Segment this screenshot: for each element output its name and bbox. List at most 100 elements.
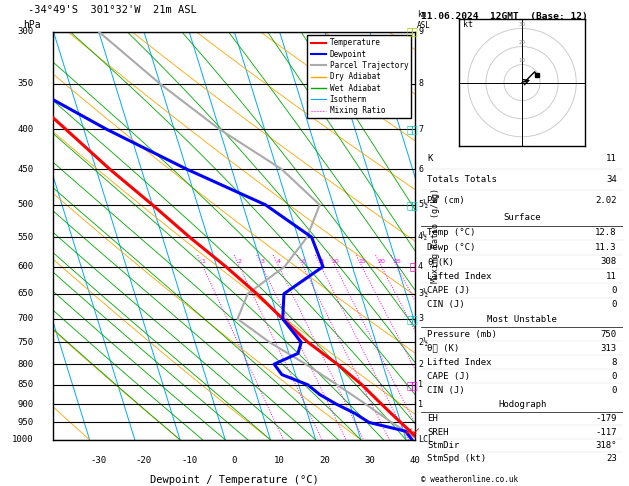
Text: Temp (°C): Temp (°C) bbox=[428, 228, 476, 238]
Text: 900: 900 bbox=[18, 399, 33, 409]
Text: 950: 950 bbox=[18, 418, 33, 427]
Text: 350: 350 bbox=[18, 79, 33, 88]
Text: 4½: 4½ bbox=[418, 233, 428, 242]
Text: 300: 300 bbox=[18, 27, 33, 36]
Text: 2: 2 bbox=[238, 259, 242, 264]
Text: 1000: 1000 bbox=[12, 435, 33, 444]
Text: 550: 550 bbox=[18, 233, 33, 242]
Text: Surface: Surface bbox=[503, 213, 541, 223]
Text: 3: 3 bbox=[418, 314, 423, 323]
Text: θᴇ(K): θᴇ(K) bbox=[428, 257, 454, 266]
Text: Dewp (°C): Dewp (°C) bbox=[428, 243, 476, 252]
Text: 1: 1 bbox=[418, 399, 423, 409]
Text: 5½: 5½ bbox=[418, 200, 428, 209]
Text: 20: 20 bbox=[518, 40, 526, 45]
Text: Pressure (mb): Pressure (mb) bbox=[428, 330, 498, 339]
Text: 6: 6 bbox=[301, 259, 305, 264]
Text: ⪨: ⪨ bbox=[409, 261, 416, 272]
Text: 0: 0 bbox=[611, 286, 616, 295]
Text: 4: 4 bbox=[418, 262, 423, 271]
Text: 1: 1 bbox=[201, 259, 205, 264]
Text: Lifted Index: Lifted Index bbox=[428, 272, 492, 280]
Text: ⪨⪨: ⪨⪨ bbox=[407, 380, 418, 390]
Text: 11: 11 bbox=[606, 272, 616, 280]
Text: 2½: 2½ bbox=[418, 338, 428, 347]
Text: 10: 10 bbox=[274, 456, 285, 465]
Text: 8: 8 bbox=[418, 79, 423, 88]
Text: 500: 500 bbox=[18, 200, 33, 209]
Text: 2.02: 2.02 bbox=[595, 195, 616, 205]
Text: PW (cm): PW (cm) bbox=[428, 195, 465, 205]
Text: 600: 600 bbox=[18, 262, 33, 271]
Text: -34°49'S  301°32'W  21m ASL: -34°49'S 301°32'W 21m ASL bbox=[28, 5, 197, 15]
Text: Mixing Ratio (g/kg): Mixing Ratio (g/kg) bbox=[430, 188, 440, 283]
Text: 30: 30 bbox=[518, 22, 526, 27]
Text: StmSpd (kt): StmSpd (kt) bbox=[428, 454, 487, 463]
Text: Lifted Index: Lifted Index bbox=[428, 358, 492, 367]
Text: EH: EH bbox=[428, 414, 438, 423]
Text: 20: 20 bbox=[320, 456, 330, 465]
Text: CIN (J): CIN (J) bbox=[428, 385, 465, 395]
Text: θᴇ (K): θᴇ (K) bbox=[428, 344, 460, 353]
Text: LCL: LCL bbox=[418, 435, 433, 444]
Text: ⪨⪨: ⪨⪨ bbox=[407, 200, 418, 210]
Text: 10: 10 bbox=[331, 259, 339, 264]
Text: 800: 800 bbox=[18, 360, 33, 369]
Text: 450: 450 bbox=[18, 165, 33, 174]
Text: 318°: 318° bbox=[595, 441, 616, 450]
Text: 308: 308 bbox=[601, 257, 616, 266]
Text: 2: 2 bbox=[418, 360, 423, 369]
Text: Totals Totals: Totals Totals bbox=[428, 175, 498, 184]
Text: -20: -20 bbox=[136, 456, 152, 465]
Text: 7: 7 bbox=[418, 124, 423, 134]
Text: hPa: hPa bbox=[23, 19, 40, 30]
Text: 6: 6 bbox=[418, 165, 423, 174]
Text: 0: 0 bbox=[231, 456, 237, 465]
Text: 11: 11 bbox=[606, 154, 616, 163]
Legend: Temperature, Dewpoint, Parcel Trajectory, Dry Adiabat, Wet Adiabat, Isotherm, Mi: Temperature, Dewpoint, Parcel Trajectory… bbox=[308, 35, 411, 118]
Text: CAPE (J): CAPE (J) bbox=[428, 286, 470, 295]
Text: 30: 30 bbox=[365, 456, 376, 465]
Text: 23: 23 bbox=[606, 454, 616, 463]
Text: 25: 25 bbox=[393, 259, 401, 264]
Text: 0: 0 bbox=[611, 372, 616, 381]
Text: -10: -10 bbox=[181, 456, 197, 465]
Text: 34: 34 bbox=[606, 175, 616, 184]
Text: 3: 3 bbox=[260, 259, 264, 264]
Text: StmDir: StmDir bbox=[428, 441, 460, 450]
Text: 4: 4 bbox=[277, 259, 281, 264]
Text: 0: 0 bbox=[611, 300, 616, 309]
Text: -117: -117 bbox=[595, 428, 616, 436]
Text: 11.06.2024  12GMT  (Base: 12): 11.06.2024 12GMT (Base: 12) bbox=[421, 12, 588, 21]
Text: 850: 850 bbox=[18, 380, 33, 389]
Text: -30: -30 bbox=[91, 456, 107, 465]
Text: 11.3: 11.3 bbox=[595, 243, 616, 252]
Text: 1: 1 bbox=[418, 380, 423, 389]
Text: 40: 40 bbox=[409, 456, 421, 465]
Text: -179: -179 bbox=[595, 414, 616, 423]
Text: ⪨⪨: ⪨⪨ bbox=[407, 27, 418, 36]
Text: 10: 10 bbox=[518, 58, 526, 63]
Text: ⪨⪨: ⪨⪨ bbox=[407, 124, 418, 134]
Text: km
ASL: km ASL bbox=[417, 10, 431, 30]
Text: 313: 313 bbox=[601, 344, 616, 353]
Text: kt: kt bbox=[462, 19, 472, 29]
Text: 12.8: 12.8 bbox=[595, 228, 616, 238]
Text: 750: 750 bbox=[18, 338, 33, 347]
Text: 0: 0 bbox=[611, 385, 616, 395]
Text: Dewpoint / Temperature (°C): Dewpoint / Temperature (°C) bbox=[150, 474, 319, 485]
Text: 20: 20 bbox=[377, 259, 386, 264]
Text: ⪨⪨: ⪨⪨ bbox=[407, 314, 418, 324]
Text: Hodograph: Hodograph bbox=[498, 400, 546, 409]
Text: © weatheronline.co.uk: © weatheronline.co.uk bbox=[421, 474, 518, 484]
Text: 750: 750 bbox=[601, 330, 616, 339]
Text: K: K bbox=[428, 154, 433, 163]
Text: 9: 9 bbox=[418, 27, 423, 36]
Text: 8: 8 bbox=[319, 259, 323, 264]
Text: 700: 700 bbox=[18, 314, 33, 323]
Text: 15: 15 bbox=[358, 259, 366, 264]
Text: CIN (J): CIN (J) bbox=[428, 300, 465, 309]
Text: CAPE (J): CAPE (J) bbox=[428, 372, 470, 381]
Text: SREH: SREH bbox=[428, 428, 449, 436]
Text: 650: 650 bbox=[18, 289, 33, 298]
